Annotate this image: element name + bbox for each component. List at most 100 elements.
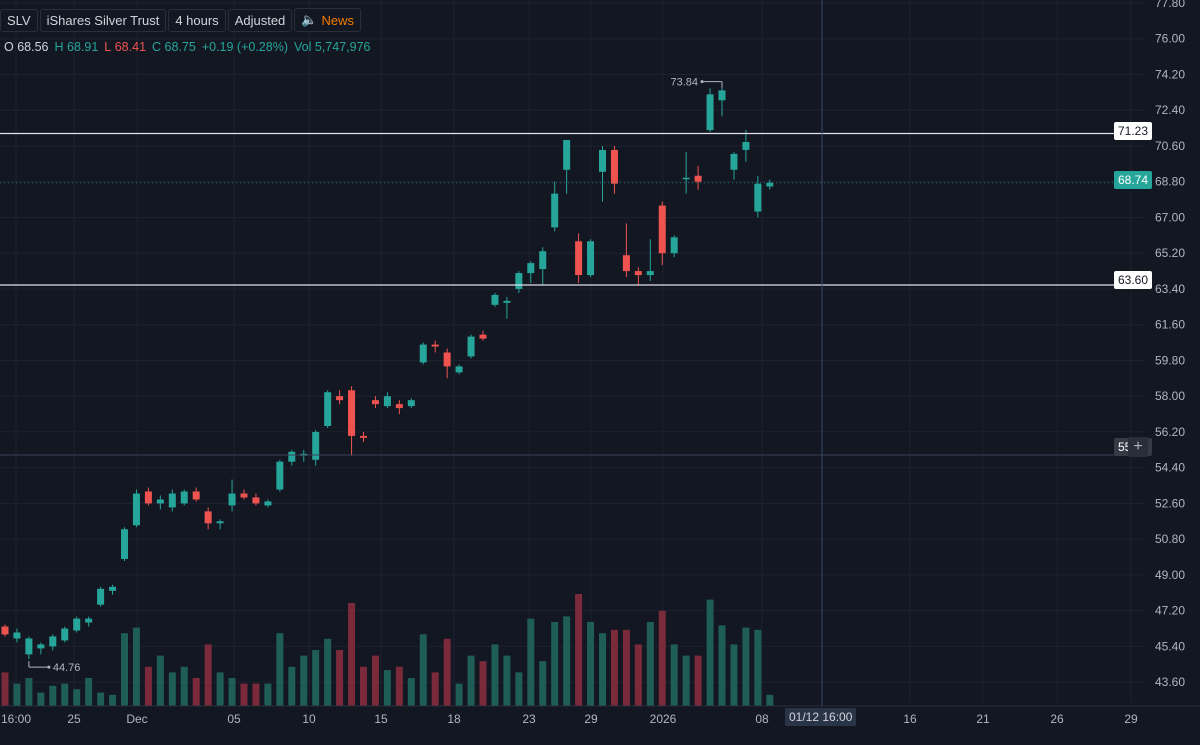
volume-bar [264,683,272,706]
x-tick-label: 25 [67,712,81,726]
x-tick-label: Dec [126,712,147,726]
volume-bar [180,666,188,706]
volume-bar [407,678,415,706]
y-tick-label: 63.40 [1155,282,1185,296]
y-tick-label: 56.20 [1155,425,1185,439]
volume-bar [575,594,583,706]
candle-body [455,366,463,373]
volume-bar [371,655,379,706]
x-tick-label: 16 [903,712,917,726]
symbol-description[interactable]: iShares Silver Trust [39,8,167,32]
y-tick-label: 47.20 [1155,604,1185,618]
crosshair-time-tag: 01/12 16:00 [785,708,857,726]
volume-bar [240,683,248,706]
candle-body [288,451,296,462]
volume-bar [730,644,738,706]
symbol-ticker[interactable]: SLV [0,8,38,32]
volume-bar [336,650,344,706]
x-tick-label: 26 [1050,712,1064,726]
volume-bar [383,670,391,706]
candle-body [180,491,188,504]
plus-icon[interactable]: + [1128,437,1148,457]
candle-body [264,501,272,506]
volume-bar [658,610,666,706]
volume-bar [300,655,308,706]
volume-bar [25,678,33,706]
volume-bar [646,622,654,706]
adjustment-button[interactable]: Adjusted [227,8,293,32]
y-tick-label: 65.20 [1155,246,1185,260]
upper-line-price-tag[interactable]: 71.23 [1113,122,1152,140]
candle-body [670,237,678,254]
candle-body [730,153,738,170]
candle-body [204,511,212,524]
high-marker-label: 73.84 [670,77,698,89]
close-label: C [152,40,162,54]
y-tick-label: 68.80 [1155,175,1185,189]
volume-bar [204,644,212,706]
candle-body [539,251,547,270]
y-tick-label: 67.00 [1155,210,1185,224]
volume-bar [539,661,547,706]
volume-bar [228,678,236,706]
speaker-icon: 🔈 [301,12,318,27]
x-tick-label: 29 [584,712,598,726]
candle-body [419,344,427,363]
y-tick-label: 77.80 [1155,0,1185,10]
candle-body [360,435,367,438]
y-tick-label: 70.60 [1155,139,1185,153]
volume-bar [252,683,260,706]
volume-bar [443,638,451,706]
close-value: 68.75 [164,40,196,54]
open-label: O [4,40,14,54]
volume-bar [515,672,523,706]
candle-body [658,205,666,254]
candle-body [348,390,356,436]
volume-bar [168,672,176,706]
volume-bar [121,633,128,706]
candle-body [395,404,403,409]
candle-body [587,241,595,276]
candle-body [192,491,200,500]
volume-bar [192,678,200,706]
candle-body [132,493,140,526]
y-tick-label: 43.60 [1155,675,1185,689]
volume-bar [622,629,630,706]
candle-body [599,149,606,172]
low-marker-label: 44.76 [53,662,81,674]
candle-body [49,636,57,647]
y-tick-label: 74.20 [1155,67,1185,81]
lower-line-price-tag[interactable]: 63.60 [1113,271,1152,289]
volume-bar [1,672,9,706]
news-label: News [321,12,354,28]
volume-bar [491,644,499,706]
candle-body [622,255,630,272]
candle-body [312,431,320,460]
interval-button[interactable]: 4 hours [168,8,226,32]
y-tick-label: 76.00 [1155,32,1185,46]
candle-body [407,400,415,407]
x-tick-label: 15 [374,712,388,726]
candle-body [682,177,690,180]
candle-body [515,273,523,289]
x-tick-label: 29 [1124,712,1138,726]
volume-bar [718,625,726,706]
candle-body [228,493,236,506]
news-button[interactable]: 🔈 News [294,8,361,32]
candle-body [718,90,726,101]
volume-bar [156,655,164,706]
open-value: 68.56 [17,40,49,54]
current-price-tag: 68.74 [1113,171,1152,189]
volume-bar [109,694,117,706]
candle-body [431,344,439,347]
candle-body [216,521,224,524]
volume-bar [587,622,595,706]
candle-body [121,529,128,560]
candle-body [479,334,487,339]
volume-bar [634,644,642,706]
volume-bar [599,633,606,706]
high-value: 68.91 [67,40,99,54]
volume-bar [455,683,463,706]
volume-bar [694,655,702,706]
